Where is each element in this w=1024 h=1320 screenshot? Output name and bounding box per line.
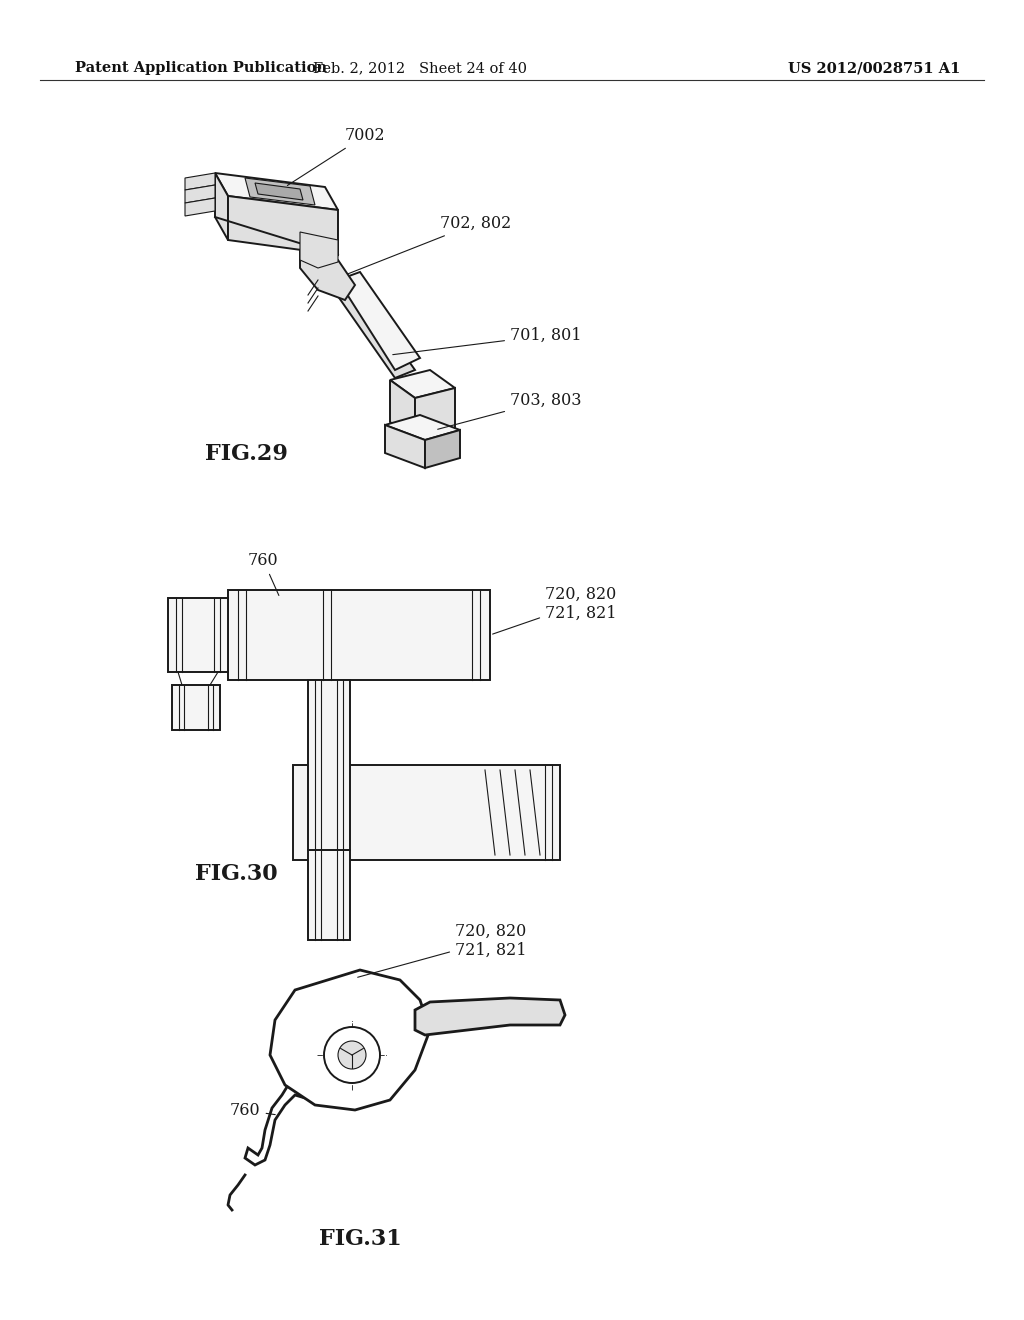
Polygon shape	[300, 232, 338, 268]
Polygon shape	[335, 285, 415, 378]
Text: 7002: 7002	[288, 127, 386, 186]
Text: 702, 802: 702, 802	[347, 215, 511, 275]
Text: US 2012/0028751 A1: US 2012/0028751 A1	[787, 61, 961, 75]
Polygon shape	[415, 998, 565, 1035]
Text: 720, 820
721, 821: 720, 820 721, 821	[493, 585, 616, 634]
Bar	[228, 590, 490, 680]
Circle shape	[338, 1041, 366, 1069]
Polygon shape	[215, 173, 228, 240]
Polygon shape	[245, 1082, 305, 1166]
Text: FIG.29: FIG.29	[205, 444, 288, 465]
Bar	[168, 598, 228, 672]
Text: 760: 760	[248, 552, 279, 595]
Text: 720, 820
721, 821: 720, 820 721, 821	[357, 923, 526, 977]
Bar	[172, 685, 220, 730]
Polygon shape	[245, 178, 315, 205]
Polygon shape	[270, 970, 430, 1110]
Polygon shape	[385, 414, 460, 440]
Bar	[308, 850, 350, 940]
Polygon shape	[185, 173, 215, 190]
Polygon shape	[300, 249, 355, 300]
Polygon shape	[228, 195, 338, 255]
Circle shape	[324, 1027, 380, 1082]
Text: Patent Application Publication: Patent Application Publication	[75, 61, 327, 75]
Text: 703, 803: 703, 803	[437, 392, 582, 429]
Bar	[308, 680, 350, 850]
Text: FIG.31: FIG.31	[318, 1228, 401, 1250]
Text: 760: 760	[230, 1102, 275, 1119]
Text: Feb. 2, 2012   Sheet 24 of 40: Feb. 2, 2012 Sheet 24 of 40	[313, 61, 527, 75]
Polygon shape	[390, 380, 415, 440]
Polygon shape	[425, 430, 460, 469]
Polygon shape	[215, 173, 338, 210]
Text: FIG.30: FIG.30	[195, 863, 278, 884]
Polygon shape	[185, 198, 215, 216]
Polygon shape	[390, 370, 455, 399]
Polygon shape	[338, 272, 420, 370]
Polygon shape	[385, 425, 425, 469]
Bar	[293, 766, 560, 861]
Polygon shape	[415, 388, 455, 440]
Text: 701, 801: 701, 801	[393, 327, 582, 355]
Polygon shape	[185, 185, 215, 203]
Polygon shape	[255, 183, 303, 201]
